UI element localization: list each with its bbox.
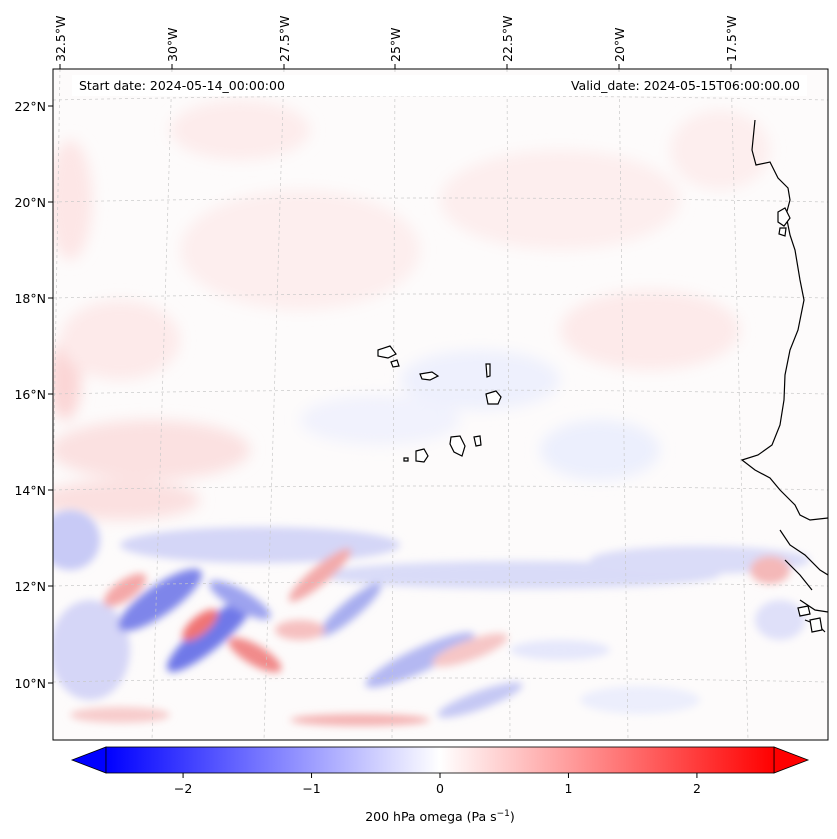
colorbar-tick-label: 2 <box>693 781 701 796</box>
annotation-band <box>72 75 807 96</box>
omega-field <box>53 69 828 740</box>
lat-label-16n: 16°N <box>14 387 46 402</box>
colorbar: −2 −1 0 1 2 200 hPa omega (Pa s−1) <box>70 746 810 824</box>
lon-label-25w: 25°W <box>388 27 403 62</box>
colorbar-max-extend <box>773 746 810 774</box>
lat-label-14n: 14°N <box>14 483 46 498</box>
colorbar-gradient <box>105 746 775 774</box>
islands <box>377 207 823 633</box>
lat-label-20n: 20°N <box>14 195 46 210</box>
colorbar-tick-label: −2 <box>174 781 192 796</box>
colorbar-title: 200 hPa omega (Pa s−1) <box>365 809 515 824</box>
lon-label-32-5w: 32.5°W <box>53 16 68 62</box>
coastline <box>740 119 828 633</box>
lat-label-10n: 10°N <box>14 676 46 691</box>
map-frame <box>52 68 829 741</box>
colorbar-tick-label: 0 <box>436 781 444 796</box>
lon-label-22-5w: 22.5°W <box>500 16 515 62</box>
lon-label-30w: 30°W <box>165 27 180 62</box>
lat-label-18n: 18°N <box>14 291 46 306</box>
start-date-label: Start date: 2024-05-14_00:00:00 <box>79 78 285 93</box>
lon-label-17-5w: 17.5°W <box>724 16 739 62</box>
colorbar-tick-label: −1 <box>302 781 320 796</box>
colorbar-min-extend <box>70 746 107 774</box>
colorbar-tick-label: 1 <box>564 781 572 796</box>
graticule <box>53 69 828 740</box>
lat-label-22n: 22°N <box>14 99 46 114</box>
valid-date-label: Valid_date: 2024-05-15T06:00:00.00 <box>571 78 800 93</box>
lat-label-12n: 12°N <box>14 579 46 594</box>
lon-label-20w: 20°W <box>612 27 627 62</box>
lon-label-27-5w: 27.5°W <box>277 16 292 62</box>
